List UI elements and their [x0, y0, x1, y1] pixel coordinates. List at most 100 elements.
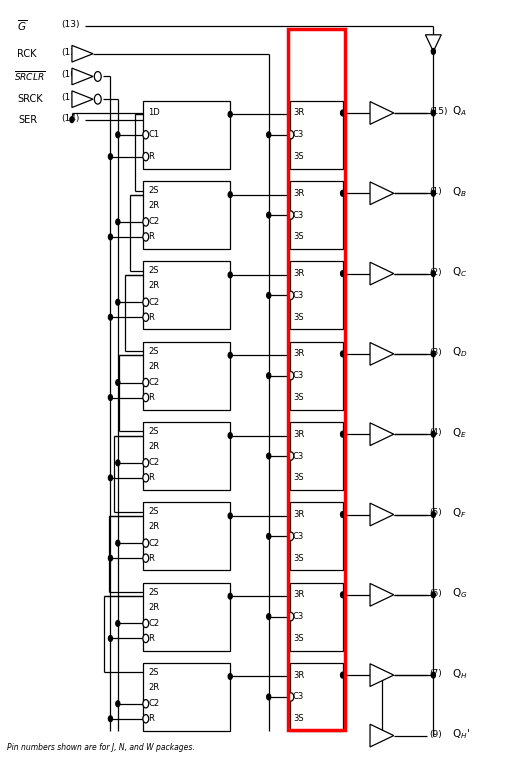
Text: C1: C1: [149, 131, 160, 140]
Text: Q$_D$: Q$_D$: [452, 345, 468, 359]
Circle shape: [108, 314, 113, 320]
Circle shape: [341, 592, 344, 597]
Text: SER: SER: [19, 115, 38, 124]
Bar: [290, 261, 343, 329]
Circle shape: [341, 351, 344, 357]
Text: C2: C2: [149, 619, 160, 628]
Circle shape: [267, 132, 271, 137]
Circle shape: [288, 291, 294, 300]
Text: C3: C3: [293, 612, 304, 621]
Bar: [290, 342, 343, 410]
Text: C2: C2: [149, 458, 160, 468]
Text: 2R: 2R: [149, 362, 160, 370]
Bar: [143, 502, 230, 571]
Text: C3: C3: [293, 452, 304, 461]
Text: C3: C3: [293, 210, 304, 219]
Text: (3): (3): [430, 348, 442, 357]
Text: $\overline{G}$: $\overline{G}$: [16, 18, 26, 33]
Polygon shape: [72, 68, 93, 85]
Circle shape: [288, 693, 294, 701]
Circle shape: [288, 452, 294, 460]
Text: 2S: 2S: [149, 668, 159, 677]
Bar: [290, 663, 343, 731]
Polygon shape: [370, 182, 394, 205]
Circle shape: [228, 433, 232, 439]
Bar: [290, 181, 343, 249]
Text: (15): (15): [430, 107, 448, 116]
Bar: [143, 583, 230, 650]
Text: Q$_C$: Q$_C$: [452, 265, 468, 279]
Text: 2S: 2S: [149, 507, 159, 516]
Circle shape: [431, 431, 435, 437]
Text: 2S: 2S: [149, 587, 159, 597]
Circle shape: [228, 673, 232, 679]
Polygon shape: [370, 262, 394, 285]
Text: R: R: [149, 393, 154, 402]
Text: Q$_F$: Q$_F$: [452, 506, 467, 520]
Text: $\overline{SRCLR}$: $\overline{SRCLR}$: [14, 70, 45, 83]
Circle shape: [228, 513, 232, 518]
Text: 3S: 3S: [293, 553, 304, 562]
Text: (14): (14): [61, 114, 80, 123]
Text: R: R: [149, 714, 154, 723]
Circle shape: [228, 272, 232, 278]
Circle shape: [341, 191, 344, 196]
Text: Q$_B$: Q$_B$: [452, 185, 467, 199]
Circle shape: [143, 379, 149, 386]
Circle shape: [267, 373, 271, 379]
Text: C3: C3: [293, 131, 304, 140]
Circle shape: [143, 218, 149, 226]
Text: R: R: [149, 553, 154, 562]
Circle shape: [143, 298, 149, 307]
Circle shape: [431, 672, 435, 678]
Circle shape: [108, 556, 113, 561]
Polygon shape: [370, 584, 394, 606]
Circle shape: [116, 132, 120, 137]
Text: 3R: 3R: [293, 189, 304, 198]
Text: C3: C3: [293, 291, 304, 300]
Text: C2: C2: [149, 378, 160, 387]
Polygon shape: [72, 46, 93, 62]
Bar: [143, 101, 230, 169]
Polygon shape: [425, 35, 441, 52]
Circle shape: [116, 219, 120, 225]
Circle shape: [341, 110, 344, 116]
Text: R: R: [149, 634, 154, 643]
Circle shape: [94, 71, 101, 81]
Text: 2R: 2R: [149, 282, 160, 291]
Text: C2: C2: [149, 699, 160, 708]
Text: Q$_H$: Q$_H$: [452, 666, 468, 681]
Circle shape: [143, 313, 149, 321]
Text: 3S: 3S: [293, 714, 304, 723]
Bar: [143, 181, 230, 249]
Circle shape: [431, 191, 435, 196]
Circle shape: [228, 192, 232, 197]
Circle shape: [108, 395, 113, 401]
Circle shape: [70, 117, 74, 122]
Polygon shape: [370, 503, 394, 526]
Text: 3S: 3S: [293, 313, 304, 322]
Text: (1): (1): [430, 187, 442, 197]
Text: 2R: 2R: [149, 442, 160, 451]
Polygon shape: [370, 102, 394, 124]
Circle shape: [143, 539, 149, 547]
Circle shape: [143, 474, 149, 482]
Circle shape: [108, 234, 113, 240]
Circle shape: [116, 540, 120, 546]
Circle shape: [267, 453, 271, 459]
Circle shape: [143, 131, 149, 139]
Text: (13): (13): [61, 20, 80, 29]
Text: 1D: 1D: [149, 109, 160, 118]
Text: R: R: [149, 313, 154, 322]
Circle shape: [143, 619, 149, 628]
Text: SRCK: SRCK: [17, 94, 43, 104]
Text: Q$_G$: Q$_G$: [452, 587, 468, 600]
Circle shape: [267, 534, 271, 539]
Text: 3R: 3R: [293, 109, 304, 118]
Circle shape: [94, 94, 101, 104]
Text: 3S: 3S: [293, 474, 304, 482]
Text: C2: C2: [149, 539, 160, 548]
Text: 2R: 2R: [149, 522, 160, 531]
Text: C2: C2: [149, 298, 160, 307]
Text: 2S: 2S: [149, 347, 159, 356]
